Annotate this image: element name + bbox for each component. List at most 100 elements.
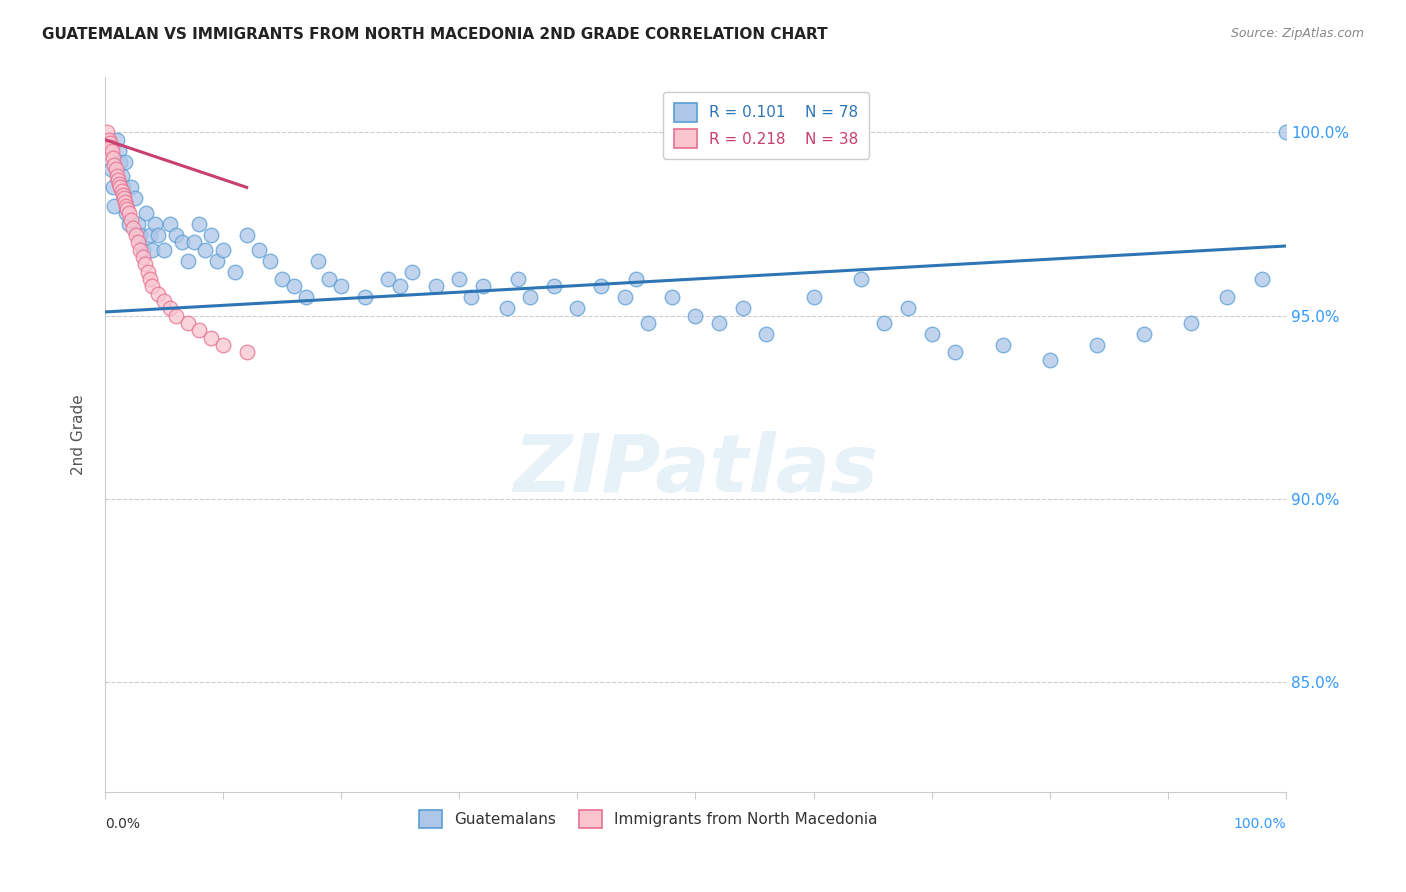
Point — [353, 290, 375, 304]
Point — [897, 301, 920, 316]
Point — [1039, 352, 1062, 367]
Point — [1180, 316, 1202, 330]
Point — [212, 243, 235, 257]
Point — [104, 162, 127, 177]
Point — [194, 243, 217, 257]
Point — [108, 177, 131, 191]
Point — [873, 316, 896, 330]
Point — [132, 243, 155, 257]
Legend: Guatemalans, Immigrants from North Macedonia: Guatemalans, Immigrants from North Maced… — [413, 804, 883, 834]
Point — [685, 309, 707, 323]
Point — [508, 272, 530, 286]
Point — [943, 345, 966, 359]
Point — [103, 151, 125, 165]
Point — [1085, 338, 1108, 352]
Point — [626, 272, 648, 286]
Point — [235, 345, 257, 359]
Text: GUATEMALAN VS IMMIGRANTS FROM NORTH MACEDONIA 2ND GRADE CORRELATION CHART: GUATEMALAN VS IMMIGRANTS FROM NORTH MACE… — [42, 27, 828, 42]
Point — [543, 279, 565, 293]
Point — [283, 279, 305, 293]
Point — [449, 272, 471, 286]
Point — [112, 191, 135, 205]
Point — [849, 272, 872, 286]
Point — [1133, 326, 1156, 341]
Point — [136, 265, 159, 279]
Point — [188, 323, 211, 337]
Point — [107, 173, 129, 187]
Point — [143, 217, 166, 231]
Point — [98, 136, 121, 151]
Point — [117, 217, 139, 231]
Point — [129, 227, 152, 242]
Point — [110, 154, 132, 169]
Point — [97, 133, 120, 147]
Point — [159, 217, 181, 231]
Point — [129, 243, 152, 257]
Point — [271, 272, 294, 286]
Point — [103, 180, 125, 194]
Point — [991, 338, 1014, 352]
Point — [519, 290, 541, 304]
Point — [307, 253, 329, 268]
Point — [921, 326, 943, 341]
Point — [141, 279, 163, 293]
Point — [100, 162, 122, 177]
Point — [755, 326, 778, 341]
Point — [135, 206, 157, 220]
Point — [114, 154, 136, 169]
Point — [100, 140, 122, 154]
Point — [707, 316, 730, 330]
Point — [96, 125, 118, 139]
Point — [101, 144, 124, 158]
Point — [188, 217, 211, 231]
Point — [103, 158, 125, 172]
Point — [235, 227, 257, 242]
Point — [170, 235, 193, 250]
Text: Source: ZipAtlas.com: Source: ZipAtlas.com — [1230, 27, 1364, 40]
Point — [212, 338, 235, 352]
Point — [139, 272, 162, 286]
Point — [153, 243, 176, 257]
Point — [259, 253, 281, 268]
Point — [103, 199, 125, 213]
Point — [1216, 290, 1239, 304]
Point — [731, 301, 754, 316]
Text: 100.0%: 100.0% — [1233, 817, 1286, 831]
Point — [105, 169, 128, 184]
Point — [613, 290, 636, 304]
Point — [460, 290, 482, 304]
Point — [127, 217, 149, 231]
Point — [159, 301, 181, 316]
Point — [183, 235, 205, 250]
Point — [110, 169, 132, 184]
Point — [124, 191, 146, 205]
Point — [661, 290, 683, 304]
Point — [146, 286, 169, 301]
Point — [205, 253, 228, 268]
Point — [125, 227, 148, 242]
Point — [389, 279, 412, 293]
Point — [132, 250, 155, 264]
Point — [294, 290, 316, 304]
Point — [117, 202, 139, 217]
Point — [200, 227, 222, 242]
Point — [134, 257, 156, 271]
Point — [122, 220, 145, 235]
Point — [330, 279, 353, 293]
Point — [120, 213, 142, 227]
Point — [401, 265, 423, 279]
Point — [176, 253, 198, 268]
Point — [425, 279, 447, 293]
Point — [127, 235, 149, 250]
Text: ZIPatlas: ZIPatlas — [513, 432, 877, 509]
Point — [318, 272, 340, 286]
Point — [153, 293, 176, 308]
Point — [165, 227, 187, 242]
Point — [141, 243, 163, 257]
Point — [637, 316, 659, 330]
Point — [115, 206, 138, 220]
Point — [110, 180, 132, 194]
Point — [589, 279, 612, 293]
Point — [803, 290, 825, 304]
Point — [1275, 125, 1298, 139]
